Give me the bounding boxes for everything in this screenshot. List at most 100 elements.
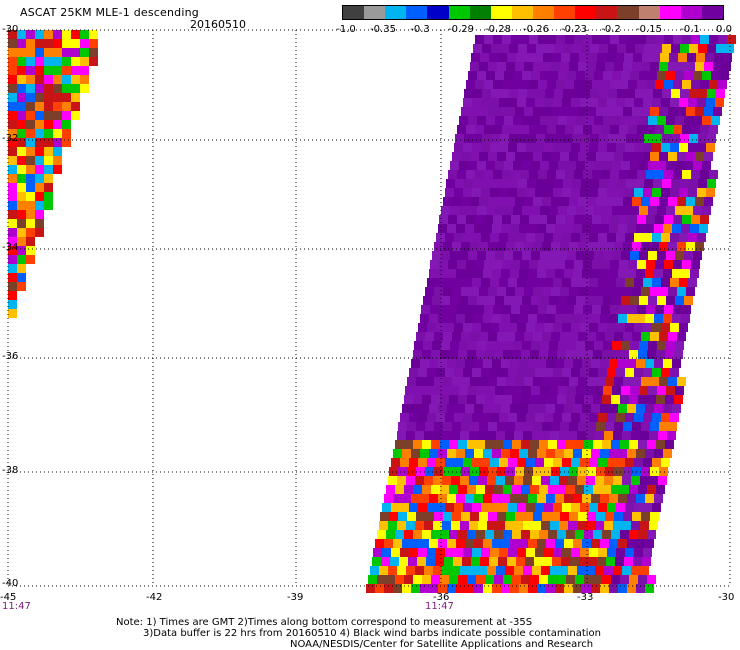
- swath-cell: [482, 89, 491, 98]
- swath-cell: [62, 84, 71, 93]
- swath-cell: [673, 125, 682, 134]
- swath-cell: [35, 84, 44, 93]
- swath-cell: [459, 386, 468, 395]
- swath-cell: [535, 503, 544, 512]
- swath-cell: [565, 80, 574, 89]
- colorbar-swatch: [659, 6, 681, 19]
- swath-cell: [415, 431, 424, 440]
- swath-cell: [562, 323, 571, 332]
- swath-cell: [438, 224, 447, 233]
- swath-cell: [611, 350, 620, 359]
- swath-cell: [477, 161, 486, 170]
- swath-cell: [62, 66, 71, 75]
- swath-cell: [542, 512, 551, 521]
- swath-cell: [418, 548, 427, 557]
- swath-cell: [393, 584, 402, 593]
- swath-cell: [598, 143, 607, 152]
- swath-cell: [474, 359, 483, 368]
- swath-cell: [631, 476, 640, 485]
- swath-cell: [645, 584, 654, 593]
- swath-cell: [44, 30, 53, 39]
- swath-cell: [681, 224, 690, 233]
- swath-cell: [512, 395, 521, 404]
- swath-cell: [700, 35, 709, 44]
- swath-cell: [582, 269, 591, 278]
- swath-cell: [470, 287, 479, 296]
- swath-cell: [444, 557, 453, 566]
- swath-cell: [677, 197, 686, 206]
- swath-cell: [531, 251, 540, 260]
- swath-cell: [652, 323, 661, 332]
- swath-cell: [436, 548, 445, 557]
- swath-cell: [527, 179, 536, 188]
- swath-cell: [372, 557, 381, 566]
- swath-cell: [648, 161, 657, 170]
- swath-cell: [627, 224, 636, 233]
- swath-cell: [475, 215, 484, 224]
- swath-cell: [517, 233, 526, 242]
- swath-cell: [8, 201, 17, 210]
- swath-cell: [568, 431, 577, 440]
- swath-cell: [512, 440, 521, 449]
- swath-cell: [492, 449, 501, 458]
- swath-cell: [404, 395, 413, 404]
- swath-cell: [623, 512, 632, 521]
- swath-cell: [449, 440, 458, 449]
- swath-cell: [611, 530, 620, 539]
- swath-cell: [517, 98, 526, 107]
- swath-cell: [486, 341, 495, 350]
- swath-cell: [468, 116, 477, 125]
- swath-cell: [488, 152, 497, 161]
- swath-cell: [575, 350, 584, 359]
- swath-cell: [559, 476, 568, 485]
- swath-cell: [524, 152, 533, 161]
- swath-cell: [17, 246, 26, 255]
- swath-cell: [17, 129, 26, 138]
- swath-cell: [649, 521, 658, 530]
- swath-cell: [602, 350, 611, 359]
- swath-cell: [634, 143, 643, 152]
- swath-cell: [380, 512, 389, 521]
- swath-cell: [522, 386, 531, 395]
- swath-cell: [670, 278, 679, 287]
- swath-cell: [587, 287, 596, 296]
- swath-cell: [470, 62, 479, 71]
- swath-cell: [406, 521, 415, 530]
- swath-cell: [549, 71, 558, 80]
- swath-cell: [649, 476, 658, 485]
- swath-cell: [484, 170, 493, 179]
- swath-cell: [650, 287, 659, 296]
- swath-cell: [551, 512, 560, 521]
- swath-cell: [672, 269, 681, 278]
- swath-cell: [637, 305, 646, 314]
- swath-cell: [400, 503, 409, 512]
- swath-cell: [478, 476, 487, 485]
- swath-cell: [510, 224, 519, 233]
- swath-cell: [472, 548, 481, 557]
- swath-cell: [393, 449, 402, 458]
- swath-cell: [702, 206, 711, 215]
- swath-cell: [610, 305, 619, 314]
- swath-cell: [707, 134, 716, 143]
- swath-cell: [643, 548, 652, 557]
- swath-cell: [587, 332, 596, 341]
- swath-cell: [481, 278, 490, 287]
- swath-cell: [454, 233, 463, 242]
- swath-cell: [457, 260, 466, 269]
- swath-cell: [62, 102, 71, 111]
- swath-cell: [542, 152, 551, 161]
- swath-cell: [709, 125, 718, 134]
- swath-cell: [440, 485, 449, 494]
- swath-cell: [26, 93, 35, 102]
- swath-cell: [490, 503, 499, 512]
- swath-cell: [424, 566, 433, 575]
- swath-cell: [528, 269, 537, 278]
- swath-cell: [697, 98, 706, 107]
- swath-cell: [605, 62, 614, 71]
- swath-cell: [655, 125, 664, 134]
- swath-cell: [425, 287, 434, 296]
- swath-cell: [589, 548, 598, 557]
- swath-cell: [691, 80, 700, 89]
- swath-cell: [601, 125, 610, 134]
- swath-cell: [578, 152, 587, 161]
